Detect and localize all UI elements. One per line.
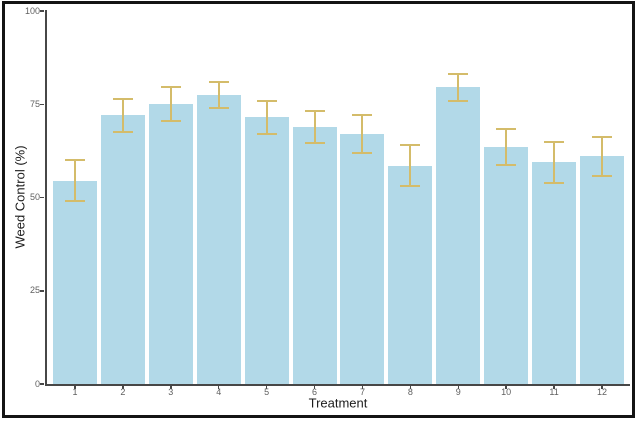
error-bar-cap-top-11 [544,140,565,143]
y-tick-label-0: 0 [34,378,40,389]
error-bar-line-10 [505,129,508,166]
y-tick-label-50: 50 [29,192,40,202]
error-bar-cap-bottom-5 [256,133,277,136]
x-tick-mark-7 [361,385,364,389]
error-bar-cap-top-3 [160,86,181,89]
error-bar-cap-bottom-7 [352,151,373,154]
bar-treatment-6 [292,126,337,384]
error-bar-cap-top-2 [112,98,133,101]
error-bar-cap-top-1 [65,159,85,162]
error-bar-cap-top-5 [256,99,277,102]
bar-treatment-10 [484,147,529,384]
x-tick-label-9: 9 [455,387,461,397]
error-bar-cap-bottom-8 [400,185,421,188]
error-bar-cap-top-12 [591,136,612,139]
bar-treatment-9 [436,87,481,384]
y-tick-label-75: 75 [29,98,40,109]
error-bar-line-8 [409,145,412,187]
bar-treatment-1 [53,180,97,384]
y-tick-mark-50 [40,196,44,199]
error-bar-line-11 [553,141,556,183]
error-bar-line-2 [121,99,124,132]
error-bar-line-7 [361,115,364,153]
error-bar-cap-top-10 [496,128,517,131]
y-tick-label-25: 25 [29,285,40,296]
x-tick-mark-10 [505,385,507,389]
error-bar-cap-top-6 [304,109,325,112]
x-tick-mark-8 [409,385,412,389]
y-tick-mark-100 [40,10,44,12]
bar-treatment-8 [388,165,433,384]
error-bar-line-12 [600,137,603,176]
x-tick-mark-6 [313,385,316,389]
x-tick-label-10: 10 [501,387,512,397]
error-bar-cap-bottom-1 [65,200,85,203]
error-bar-cap-top-4 [208,80,229,83]
y-tick-mark-0 [40,383,44,385]
x-axis-line [44,383,630,386]
x-tick-mark-9 [457,385,460,389]
x-axis-title: Treatment [308,395,368,411]
bar-treatment-11 [532,162,577,384]
error-bar-line-6 [313,110,316,143]
error-bar-line-4 [217,81,220,108]
x-tick-mark-2 [122,385,124,389]
bar-treatment-12 [579,156,624,384]
error-bar-cap-bottom-4 [208,106,229,109]
x-tick-mark-3 [170,385,172,389]
error-bar-line-5 [265,100,268,135]
x-tick-label-11: 11 [549,387,559,397]
x-tick-label-12: 12 [596,387,607,397]
x-tick-label-6: 6 [312,387,318,397]
error-bar-line-3 [169,87,172,122]
bar-treatment-7 [340,134,385,384]
error-bar-line-9 [457,74,460,101]
x-tick-mark-12 [601,385,603,389]
bar-treatment-2 [100,115,145,384]
x-tick-mark-11 [553,385,555,389]
error-bar-cap-top-7 [352,114,373,117]
x-tick-label-1: 1 [72,387,78,397]
error-bar-cap-bottom-3 [160,120,181,123]
y-tick-mark-25 [40,290,44,292]
x-tick-label-2: 2 [120,387,126,397]
error-bar-cap-bottom-11 [544,181,565,184]
error-bar-cap-bottom-2 [112,130,133,133]
x-tick-label-7: 7 [359,387,365,397]
x-tick-label-5: 5 [264,387,270,397]
bar-treatment-5 [244,117,289,384]
error-bar-cap-bottom-10 [496,164,517,167]
x-tick-label-4: 4 [216,387,222,397]
x-tick-mark-5 [265,385,268,389]
y-axis-line [44,10,47,385]
error-bar-cap-bottom-6 [304,141,325,144]
error-bar-cap-bottom-12 [591,174,612,177]
error-bar-line-1 [74,160,76,202]
error-bar-cap-top-8 [400,144,421,147]
bar-treatment-3 [148,104,193,384]
x-tick-label-8: 8 [407,387,413,397]
x-tick-mark-4 [217,385,220,389]
x-tick-label-3: 3 [168,387,174,397]
bar-treatment-4 [196,94,241,384]
error-bar-cap-top-9 [448,73,469,76]
y-tick-mark-75 [40,103,44,105]
y-tick-label-100: 100 [24,5,40,16]
error-bar-cap-bottom-9 [448,99,469,102]
x-tick-mark-1 [74,385,76,389]
